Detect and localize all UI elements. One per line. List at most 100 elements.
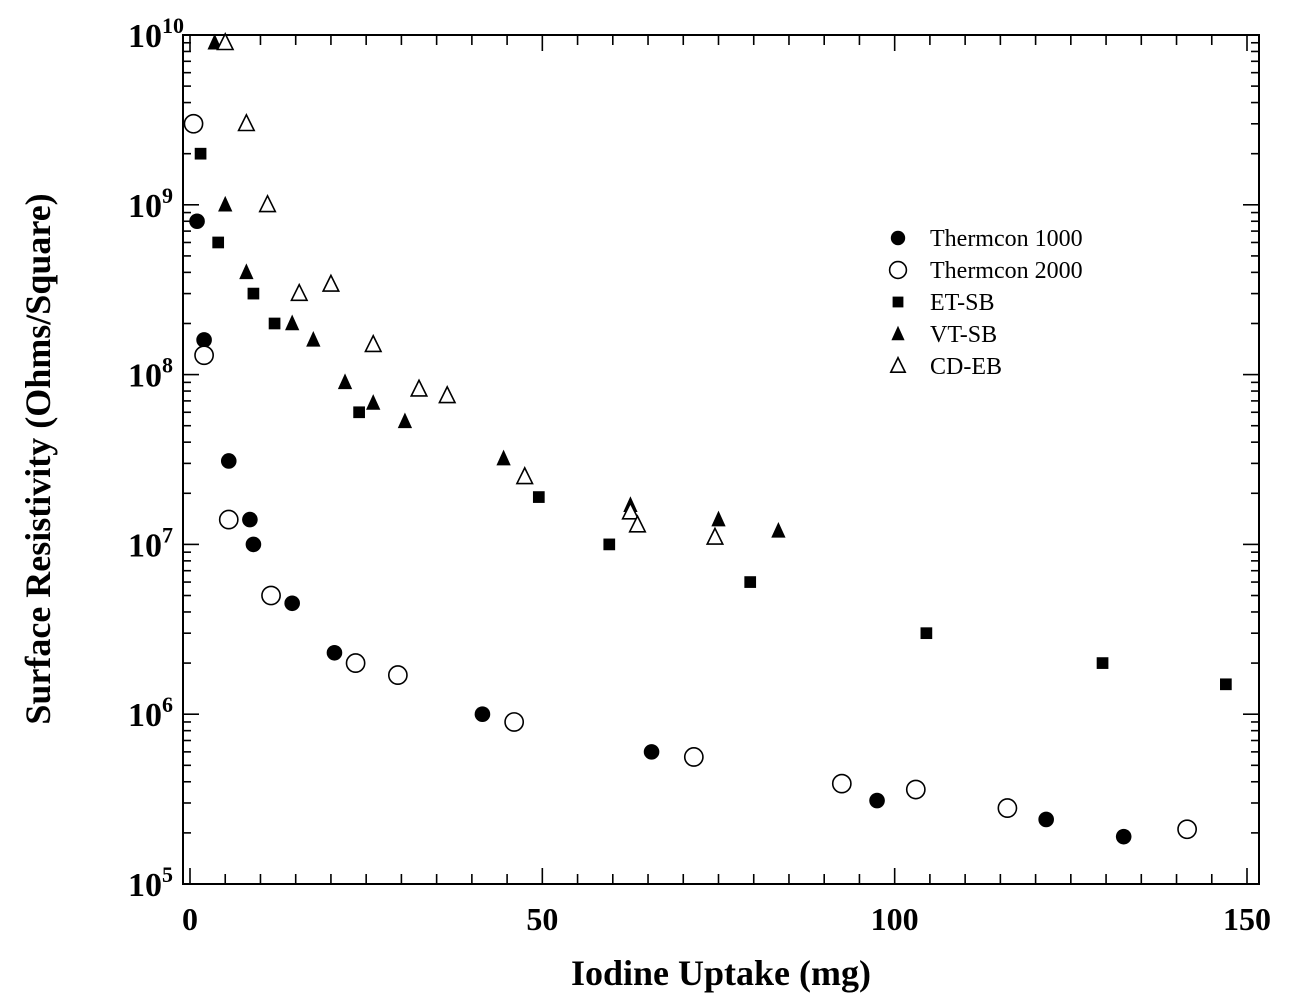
data-point — [268, 317, 281, 330]
data-point — [237, 113, 256, 132]
data-point — [628, 514, 647, 533]
data-point — [603, 538, 616, 551]
data-point — [515, 466, 534, 485]
data-point — [183, 113, 204, 134]
data-point — [196, 332, 212, 348]
y-tick-label-base: 10 — [128, 358, 162, 395]
legend-label: Thermcon 1000 — [930, 226, 1083, 252]
data-point — [306, 330, 321, 347]
legend-item: VT-SB — [891, 322, 997, 348]
legend-marker — [890, 230, 906, 246]
data-point — [284, 595, 300, 612]
x-tick-label: 0 — [182, 901, 198, 937]
legend-item: CD-EB — [889, 354, 1002, 380]
y-axis-title: Surface Resistivity (Ohms/Square) — [18, 193, 58, 724]
data-point — [1220, 678, 1232, 691]
y-tick-label: 10 10 — [128, 13, 184, 55]
data-point — [261, 585, 281, 606]
data-point — [218, 195, 233, 212]
data-point — [474, 706, 491, 722]
data-point — [1096, 657, 1109, 669]
data-point — [353, 406, 365, 419]
data-point — [711, 510, 726, 527]
data-point — [744, 576, 757, 588]
data-point — [869, 792, 885, 809]
data-point — [207, 33, 222, 50]
data-point — [683, 747, 704, 767]
legend-label: Thermcon 2000 — [930, 258, 1083, 284]
data-point — [239, 263, 254, 280]
data-point — [337, 373, 353, 390]
data-point — [242, 511, 258, 528]
x-tick-label: 150 — [1223, 901, 1271, 937]
y-tick-label-exponent: 6 — [162, 692, 173, 717]
data-point — [504, 712, 525, 732]
data-point — [285, 314, 300, 331]
data-point — [705, 526, 725, 545]
y-tick-label-base: 10 — [128, 188, 162, 225]
x-axis-ticks — [189, 35, 1248, 884]
legend-item: Thermcon 2000 — [888, 258, 1083, 284]
legend: Thermcon 1000 Thermcon 2000 ET-SB VT-SB CD-E… — [888, 226, 1083, 380]
plot-frame — [182, 34, 1260, 885]
data-point — [218, 509, 239, 530]
y-tick-label-base: 10 — [128, 527, 162, 564]
data-point — [290, 282, 309, 302]
data-point — [220, 453, 237, 469]
y-tick-label-base: 10 — [128, 867, 162, 904]
data-point — [532, 491, 545, 503]
data-point — [1177, 819, 1198, 840]
legend-marker — [888, 260, 908, 280]
data-point — [194, 147, 207, 160]
series-thermcon-1000 — [189, 213, 1132, 845]
legend-marker — [889, 355, 907, 374]
data-point — [1038, 811, 1054, 828]
data-point — [364, 333, 383, 353]
y-tick-label-exponent: 7 — [162, 522, 173, 547]
y-tick-label: 10 6 — [128, 692, 173, 734]
series-vt-sb — [207, 33, 786, 538]
y-tick-label-exponent: 10 — [162, 13, 184, 38]
data-point — [1115, 828, 1132, 845]
y-tick-label-base: 10 — [128, 697, 162, 734]
legend-marker — [891, 325, 905, 341]
x-axis-title: Iodine Uptake (mg) — [571, 953, 871, 993]
data-point — [438, 385, 457, 404]
y-tick-label-exponent: 8 — [162, 353, 173, 378]
data-point — [216, 32, 235, 51]
data-point — [345, 653, 366, 673]
x-tick-label: 100 — [871, 901, 919, 937]
data-point — [366, 394, 381, 410]
legend-item: ET-SB — [892, 290, 994, 316]
data-point — [212, 236, 225, 249]
y-axis-ticks — [183, 41, 1259, 885]
data-points — [183, 32, 1232, 845]
data-point — [397, 412, 413, 429]
data-point — [326, 644, 343, 661]
data-point — [831, 773, 852, 794]
data-point — [905, 779, 926, 800]
x-axis-tick-labels: 0 50 100 150 — [182, 901, 1271, 937]
y-tick-label: 10 7 — [128, 522, 173, 564]
data-point — [387, 665, 408, 685]
y-tick-label-exponent: 9 — [162, 183, 173, 208]
data-point — [247, 287, 260, 300]
x-tick-label: 50 — [526, 901, 558, 937]
data-point — [189, 213, 205, 230]
data-point — [997, 798, 1018, 818]
series-thermcon-2000 — [183, 113, 1198, 840]
data-point — [245, 536, 262, 553]
y-tick-label: 10 9 — [128, 183, 173, 225]
data-point — [258, 194, 277, 213]
legend-label: VT-SB — [930, 322, 997, 348]
legend-item: Thermcon 1000 — [890, 226, 1083, 252]
legend-label: CD-EB — [930, 354, 1002, 380]
data-point — [496, 449, 511, 466]
data-point — [643, 744, 660, 760]
legend-label: ET-SB — [930, 290, 994, 316]
y-tick-label: 10 5 — [128, 862, 173, 904]
data-point — [621, 501, 640, 520]
data-point — [771, 521, 786, 538]
